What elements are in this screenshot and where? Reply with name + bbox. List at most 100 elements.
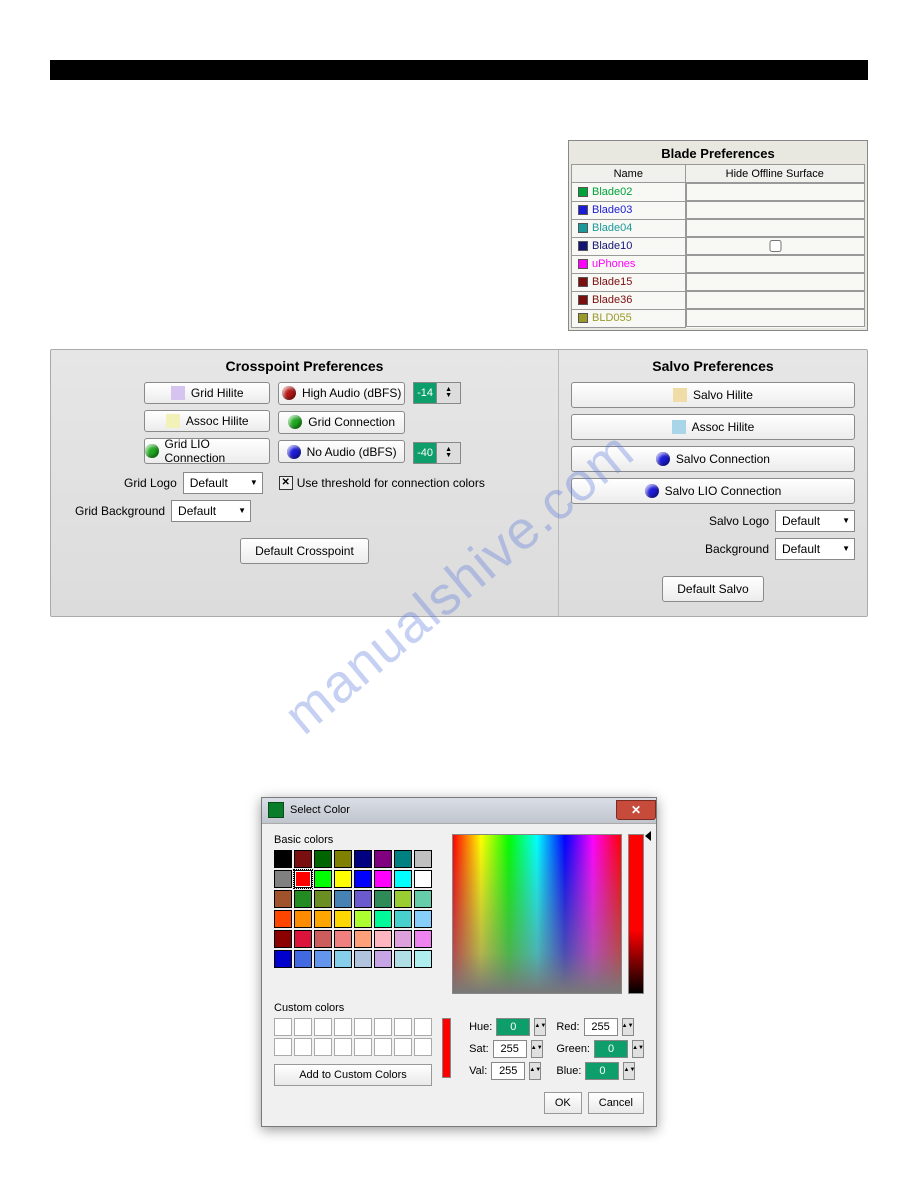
color-swatch[interactable] xyxy=(294,850,312,868)
spinner-arrows-icon[interactable]: ▲▼ xyxy=(534,1018,546,1036)
sat-input[interactable] xyxy=(493,1040,527,1058)
color-swatch[interactable] xyxy=(374,930,392,948)
color-swatch[interactable] xyxy=(354,870,372,888)
custom-color-slot[interactable] xyxy=(414,1038,432,1056)
custom-color-slot[interactable] xyxy=(314,1038,332,1056)
color-swatch[interactable] xyxy=(334,930,352,948)
table-row[interactable]: Blade10 xyxy=(572,237,865,255)
color-swatch[interactable] xyxy=(294,870,312,888)
color-swatch[interactable] xyxy=(274,910,292,928)
high-audio-spinner[interactable]: -14 ▲▼ xyxy=(413,382,461,404)
salvo-logo-dropdown[interactable]: Default ▼ xyxy=(775,510,855,532)
salvo-hilite-button[interactable]: Salvo Hilite xyxy=(571,382,855,408)
color-swatch[interactable] xyxy=(414,950,432,968)
color-swatch[interactable] xyxy=(314,930,332,948)
custom-color-slot[interactable] xyxy=(394,1038,412,1056)
color-swatch[interactable] xyxy=(354,910,372,928)
spinner-arrows-icon[interactable]: ▲▼ xyxy=(623,1062,635,1080)
color-swatch[interactable] xyxy=(374,890,392,908)
spinner-arrows-icon[interactable]: ▲▼ xyxy=(622,1018,634,1036)
grid-connection-button[interactable]: Grid Connection xyxy=(278,411,404,434)
custom-color-slot[interactable] xyxy=(334,1018,352,1036)
assoc-hilite-button[interactable]: Assoc Hilite xyxy=(144,410,270,432)
table-row[interactable]: Blade03 xyxy=(572,201,865,219)
cancel-button[interactable]: Cancel xyxy=(588,1092,644,1114)
color-swatch[interactable] xyxy=(314,870,332,888)
color-swatch[interactable] xyxy=(354,850,372,868)
color-swatch[interactable] xyxy=(274,950,292,968)
color-swatch[interactable] xyxy=(334,890,352,908)
grid-hilite-button[interactable]: Grid Hilite xyxy=(144,382,270,404)
color-swatch[interactable] xyxy=(374,910,392,928)
custom-color-slot[interactable] xyxy=(354,1038,372,1056)
table-row[interactable]: Blade04 xyxy=(572,219,865,237)
color-swatch[interactable] xyxy=(414,910,432,928)
custom-color-slot[interactable] xyxy=(274,1018,292,1036)
color-swatch[interactable] xyxy=(374,950,392,968)
custom-color-slot[interactable] xyxy=(294,1018,312,1036)
blue-input[interactable] xyxy=(585,1062,619,1080)
color-swatch[interactable] xyxy=(394,890,412,908)
custom-color-slot[interactable] xyxy=(314,1018,332,1036)
color-swatch[interactable] xyxy=(274,850,292,868)
color-swatch[interactable] xyxy=(414,890,432,908)
color-swatch[interactable] xyxy=(394,930,412,948)
color-swatch[interactable] xyxy=(334,850,352,868)
close-button[interactable]: ✕ xyxy=(616,800,656,820)
color-swatch[interactable] xyxy=(314,850,332,868)
color-swatch[interactable] xyxy=(314,890,332,908)
color-swatch[interactable] xyxy=(374,850,392,868)
color-swatch[interactable] xyxy=(334,870,352,888)
color-swatch[interactable] xyxy=(294,890,312,908)
color-swatch[interactable] xyxy=(314,950,332,968)
color-swatch[interactable] xyxy=(394,850,412,868)
red-input[interactable] xyxy=(584,1018,618,1036)
hide-offline-checkbox[interactable] xyxy=(769,240,782,252)
spinner-arrows-icon[interactable]: ▲▼ xyxy=(632,1040,644,1058)
salvo-lio-button[interactable]: Salvo LIO Connection xyxy=(571,478,855,504)
default-salvo-button[interactable]: Default Salvo xyxy=(662,576,763,602)
color-swatch[interactable] xyxy=(294,910,312,928)
custom-color-slot[interactable] xyxy=(374,1038,392,1056)
table-row[interactable]: uPhones xyxy=(572,255,865,273)
table-row[interactable]: BLD055 xyxy=(572,309,865,327)
table-row[interactable]: Blade15 xyxy=(572,273,865,291)
no-audio-spinner[interactable]: -40 ▲▼ xyxy=(413,442,461,464)
color-swatch[interactable] xyxy=(314,910,332,928)
color-swatch[interactable] xyxy=(274,930,292,948)
color-gradient-picker[interactable] xyxy=(452,834,622,994)
color-swatch[interactable] xyxy=(374,870,392,888)
custom-color-slot[interactable] xyxy=(354,1018,372,1036)
custom-color-slot[interactable] xyxy=(374,1018,392,1036)
spinner-arrows-icon[interactable]: ▲▼ xyxy=(531,1040,543,1058)
no-audio-button[interactable]: No Audio (dBFS) xyxy=(278,440,404,463)
val-input[interactable] xyxy=(491,1062,525,1080)
add-custom-colors-button[interactable]: Add to Custom Colors xyxy=(274,1064,432,1086)
high-audio-button[interactable]: High Audio (dBFS) xyxy=(278,382,404,405)
salvo-background-dropdown[interactable]: Default ▼ xyxy=(775,538,855,560)
use-threshold-checkbox[interactable]: ✕ xyxy=(279,476,293,490)
ok-button[interactable]: OK xyxy=(544,1092,582,1114)
custom-color-slot[interactable] xyxy=(334,1038,352,1056)
color-swatch[interactable] xyxy=(394,870,412,888)
color-swatch[interactable] xyxy=(334,910,352,928)
color-swatch[interactable] xyxy=(354,950,372,968)
grid-lio-button[interactable]: Grid LIO Connection xyxy=(144,438,270,464)
color-swatch[interactable] xyxy=(294,950,312,968)
table-row[interactable]: Blade36 xyxy=(572,291,865,309)
table-row[interactable]: Blade02 xyxy=(572,183,865,202)
custom-color-slot[interactable] xyxy=(414,1018,432,1036)
color-swatch[interactable] xyxy=(394,910,412,928)
hue-slider[interactable] xyxy=(628,834,644,994)
color-swatch[interactable] xyxy=(354,890,372,908)
green-input[interactable] xyxy=(594,1040,628,1058)
hue-input[interactable] xyxy=(496,1018,530,1036)
color-swatch[interactable] xyxy=(394,950,412,968)
color-swatch[interactable] xyxy=(294,930,312,948)
grid-background-dropdown[interactable]: Default ▼ xyxy=(171,500,251,522)
spinner-arrows-icon[interactable]: ▲▼ xyxy=(529,1062,541,1080)
spinner-arrows-icon[interactable]: ▲▼ xyxy=(436,443,460,463)
custom-color-slot[interactable] xyxy=(394,1018,412,1036)
spinner-arrows-icon[interactable]: ▲▼ xyxy=(436,383,460,403)
color-swatch[interactable] xyxy=(414,930,432,948)
